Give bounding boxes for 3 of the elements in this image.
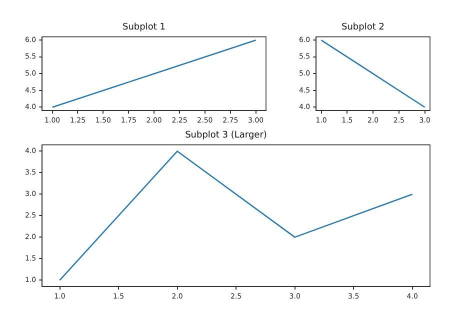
chart-title: Subplot 3 (Larger)	[185, 130, 267, 141]
chart-title: Subplot 1	[122, 22, 166, 33]
chart-title: Subplot 2	[342, 22, 384, 33]
